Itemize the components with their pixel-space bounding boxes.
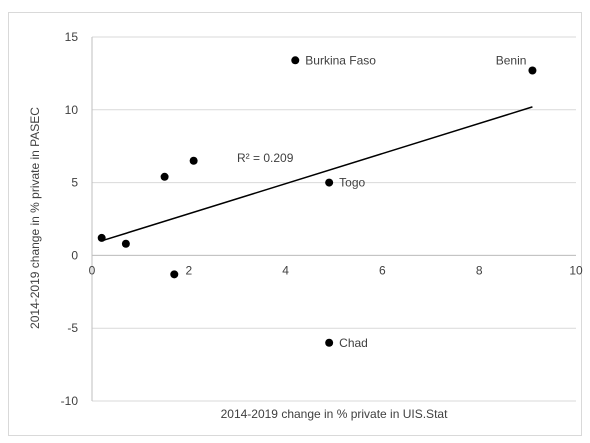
data-point xyxy=(325,178,334,187)
data-point xyxy=(291,56,300,65)
x-tick-label: 0 xyxy=(89,263,96,277)
data-point xyxy=(97,233,106,242)
linear-trendline xyxy=(101,106,533,242)
y-tick-label: 5 xyxy=(71,176,78,190)
data-point-label: Benin xyxy=(496,53,527,67)
y-tick-label: 15 xyxy=(65,30,79,44)
data-point xyxy=(325,338,334,347)
labels-layer: Burkina Faso Togo Chad Benin xyxy=(305,53,526,349)
x-tick-label: 10 xyxy=(569,263,583,277)
chart-frame xyxy=(8,12,582,436)
y-tick-label: -5 xyxy=(67,321,78,335)
data-point xyxy=(528,66,537,75)
axis-layer: -10 -5 0 5 10 15 0 2 4 6 8 10 xyxy=(61,30,583,408)
y-tick-label: 10 xyxy=(65,103,79,117)
x-tick-label: 4 xyxy=(282,263,289,277)
x-tick-label: 6 xyxy=(379,263,386,277)
x-axis-title: 2014-2019 change in % private in UIS.Sta… xyxy=(221,407,448,421)
data-point xyxy=(170,270,179,279)
grid-layer xyxy=(92,36,576,402)
data-point-label: Togo xyxy=(339,176,365,190)
data-point xyxy=(160,172,169,181)
r-squared-annotation: R² = 0.209 xyxy=(237,151,294,165)
trendline-layer xyxy=(101,106,533,242)
y-tick-label: -10 xyxy=(61,394,79,408)
data-point xyxy=(121,239,130,248)
data-point xyxy=(189,156,198,165)
points-layer xyxy=(97,56,537,347)
y-tick-label: 0 xyxy=(71,248,78,262)
x-tick-label: 2 xyxy=(185,263,192,277)
data-point-label: Chad xyxy=(339,336,368,350)
x-tick-label: 8 xyxy=(476,263,483,277)
y-axis-title: 2014-2019 change in % private in PASEC xyxy=(28,107,42,329)
data-point-label: Burkina Faso xyxy=(305,53,376,67)
